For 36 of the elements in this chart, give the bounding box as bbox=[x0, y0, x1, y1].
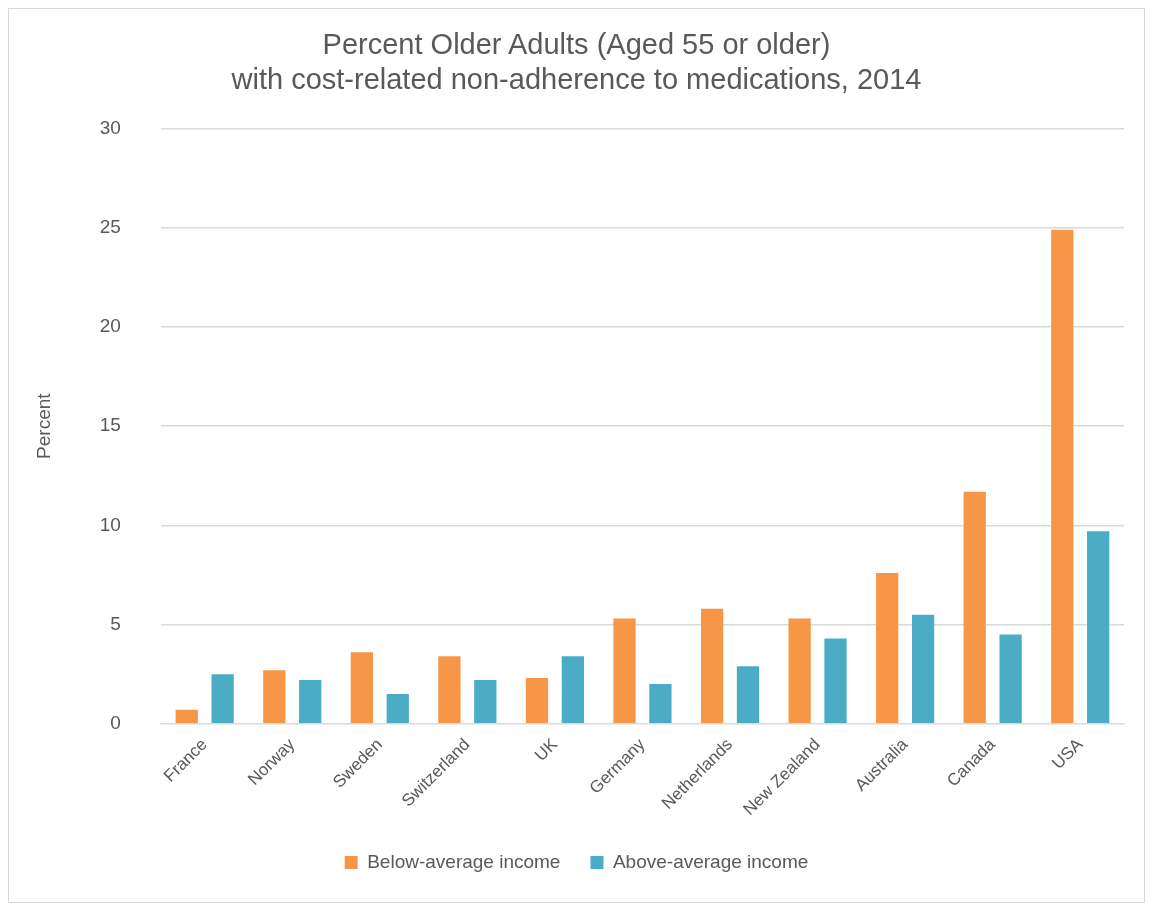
bar bbox=[263, 670, 286, 723]
text: with cost-related non-adherence to medications, 2014 bbox=[231, 63, 922, 96]
x-tick-label: USA bbox=[1048, 734, 1087, 773]
bar bbox=[1087, 531, 1110, 723]
text: Percent Older Adults (Aged 55 or older) bbox=[322, 28, 831, 61]
bar bbox=[700, 608, 724, 723]
bar bbox=[649, 684, 672, 723]
y-tick-label: 30 bbox=[99, 116, 121, 138]
y-axis-title: Percent bbox=[32, 392, 54, 459]
bar bbox=[525, 678, 549, 723]
x-tick-label: UK bbox=[530, 734, 562, 765]
bar bbox=[876, 572, 899, 723]
bar bbox=[438, 656, 461, 723]
y-tick-label: 25 bbox=[99, 216, 121, 238]
bar bbox=[824, 638, 847, 723]
bar bbox=[299, 680, 322, 723]
y-tick-label: 5 bbox=[110, 612, 121, 634]
bar bbox=[999, 634, 1022, 723]
bar bbox=[386, 693, 409, 723]
bar bbox=[350, 652, 373, 723]
bar bbox=[788, 618, 811, 723]
legend-label: Above-average income bbox=[612, 850, 809, 872]
bar bbox=[175, 709, 198, 723]
bar bbox=[911, 614, 935, 723]
bar bbox=[613, 618, 636, 723]
bar bbox=[211, 674, 234, 723]
y-tick-label: 20 bbox=[99, 315, 121, 337]
bar bbox=[1051, 229, 1074, 723]
bar bbox=[474, 680, 497, 723]
legend-label: Below-average income bbox=[367, 850, 561, 872]
y-tick-label: 0 bbox=[110, 711, 121, 733]
bar bbox=[736, 666, 760, 723]
y-tick-label: 10 bbox=[99, 513, 121, 535]
y-tick-label: 15 bbox=[99, 414, 121, 436]
bar bbox=[561, 656, 584, 723]
bar bbox=[963, 491, 986, 723]
